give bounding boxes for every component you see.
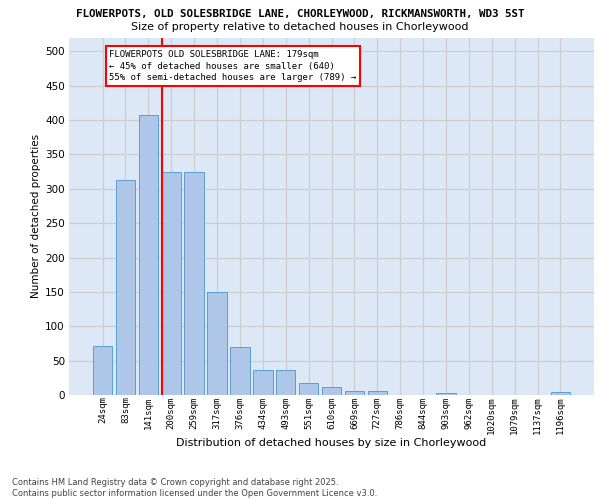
Bar	[344, 391, 364, 395]
Bar	[208, 292, 227, 395]
Bar	[551, 392, 570, 395]
Text: FLOWERPOTS, OLD SOLESBRIDGE LANE, CHORLEYWOOD, RICKMANSWORTH, WD3 5ST: FLOWERPOTS, OLD SOLESBRIDGE LANE, CHORLE…	[76, 9, 524, 19]
Bar	[139, 114, 158, 395]
Bar	[299, 382, 319, 395]
Bar	[276, 370, 295, 395]
Bar	[436, 393, 455, 395]
Bar	[93, 346, 112, 395]
Bar	[368, 391, 387, 395]
X-axis label: Distribution of detached houses by size in Chorleywood: Distribution of detached houses by size …	[176, 438, 487, 448]
Bar	[253, 370, 272, 395]
Y-axis label: Number of detached properties: Number of detached properties	[31, 134, 41, 298]
Text: FLOWERPOTS OLD SOLESBRIDGE LANE: 179sqm
← 45% of detached houses are smaller (64: FLOWERPOTS OLD SOLESBRIDGE LANE: 179sqm …	[109, 50, 357, 82]
Bar	[230, 347, 250, 395]
Bar	[322, 388, 341, 395]
Bar	[161, 172, 181, 395]
Text: Size of property relative to detached houses in Chorleywood: Size of property relative to detached ho…	[131, 22, 469, 32]
Text: Contains HM Land Registry data © Crown copyright and database right 2025.
Contai: Contains HM Land Registry data © Crown c…	[12, 478, 377, 498]
Bar	[184, 172, 204, 395]
Bar	[116, 180, 135, 395]
